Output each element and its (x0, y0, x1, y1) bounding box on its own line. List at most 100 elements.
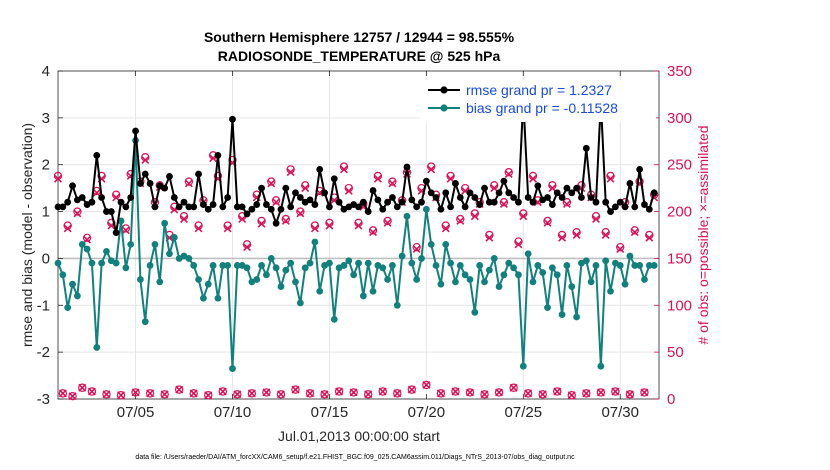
bias-point (582, 257, 590, 265)
rmse-point (93, 151, 101, 159)
rmse-point (161, 184, 169, 192)
rmse-point (452, 180, 459, 187)
rmse-point (389, 194, 396, 201)
obs-possible-point (78, 383, 87, 392)
bias-point (326, 259, 333, 267)
bias-point (621, 280, 629, 288)
obs-assimilated-point (436, 389, 445, 398)
obs-assimilated-point (189, 389, 198, 398)
obs-possible-point (320, 390, 329, 399)
bias-point (558, 311, 566, 319)
bias-point (88, 259, 96, 267)
bias-point (495, 283, 503, 290)
rmse-point (515, 198, 522, 206)
rmse-point (253, 201, 261, 208)
rmse-point (485, 198, 493, 206)
legend-rmse-label: rmse grand pr = 1.2327 (466, 82, 612, 98)
rmse-point (641, 201, 648, 208)
obs-assimilated-point (54, 174, 62, 183)
rmse-point (548, 201, 556, 208)
rmse-point (263, 201, 270, 208)
x-axis-label: Jul.01,2013 00:00:00 start (278, 428, 440, 444)
bias-point (500, 271, 508, 279)
bias-point (243, 264, 251, 272)
obs-assimilated-point (78, 383, 87, 392)
bias-point (272, 264, 280, 272)
obs-assimilated-point (412, 245, 421, 254)
obs-possible-point (145, 389, 155, 398)
bias-point (437, 280, 445, 288)
obs-possible-point (204, 391, 213, 400)
rmse-point (292, 189, 299, 197)
bias-point (200, 294, 207, 302)
legend-bias-marker (440, 104, 448, 112)
rmse-point (359, 198, 367, 206)
bias-point (345, 257, 353, 265)
y-right-tick-label: 350 (667, 63, 692, 80)
obs-assimilated-point (184, 179, 193, 188)
bias-point (209, 262, 217, 269)
rmse-point (437, 205, 445, 213)
obs-assimilated-point (538, 390, 547, 399)
bias-point (485, 266, 493, 274)
rmse-point (534, 182, 542, 190)
bias-point (592, 262, 600, 269)
rmse-point (141, 170, 149, 178)
obs-possible-point (378, 387, 387, 396)
obs-assimilated-point (567, 391, 576, 400)
obs-possible-point (611, 387, 620, 396)
x-tick-label: 07/15 (311, 404, 349, 421)
obs-possible-point (116, 391, 126, 400)
obs-assimilated-point (257, 219, 266, 228)
obs-assimilated-point (344, 186, 353, 195)
obs-assimilated-point (325, 221, 334, 230)
obs-assimilated-point (514, 240, 523, 249)
rmse-point (505, 189, 513, 197)
rmse-point (166, 173, 173, 180)
obs-possible-point (436, 389, 446, 398)
obs-assimilated-point (495, 388, 504, 397)
rmse-point (461, 203, 469, 211)
obs-possible-point (174, 385, 184, 394)
obs-assimilated-point (504, 170, 513, 179)
obs-assimilated-point (562, 200, 571, 209)
obs-assimilated-point (310, 224, 319, 233)
rmse-point (578, 194, 585, 201)
bias-point (292, 278, 299, 286)
bias-point (78, 240, 86, 248)
obs-assimilated-point (369, 228, 378, 237)
rmse-point (321, 189, 328, 197)
obs-assimilated-point (286, 168, 295, 177)
obs-possible-point (131, 388, 140, 397)
rmse-point (219, 203, 227, 211)
bias-point (476, 262, 484, 269)
obs-assimilated-point (364, 390, 373, 399)
rmse-point (408, 196, 416, 204)
bias-point (103, 248, 110, 255)
obs-assimilated-point (485, 233, 494, 242)
rmse-point (117, 198, 125, 206)
rmse-point (466, 189, 474, 197)
bias-point (204, 280, 212, 288)
rmse-point (616, 198, 624, 206)
bias-point (141, 318, 149, 326)
rmse-point (369, 187, 377, 194)
obs-possible-point (349, 388, 358, 397)
obs-assimilated-point (393, 389, 402, 398)
rmse-point (224, 194, 232, 201)
rmse-point (59, 203, 67, 211)
plot-frame (57, 70, 660, 400)
obs-assimilated-point (441, 224, 450, 233)
bias-point (311, 238, 319, 246)
obs-possible-point (233, 390, 242, 399)
bias-point (641, 276, 648, 283)
rmse-point (282, 184, 290, 192)
y-left-tick-label: 0 (42, 250, 50, 267)
bias-point (219, 262, 227, 269)
obs-assimilated-point (247, 389, 256, 398)
obs-possible-point (291, 385, 300, 394)
obs-assimilated-point (407, 385, 416, 394)
rmse-point (602, 198, 610, 206)
bias-point (127, 240, 135, 248)
bias-point (403, 212, 411, 220)
